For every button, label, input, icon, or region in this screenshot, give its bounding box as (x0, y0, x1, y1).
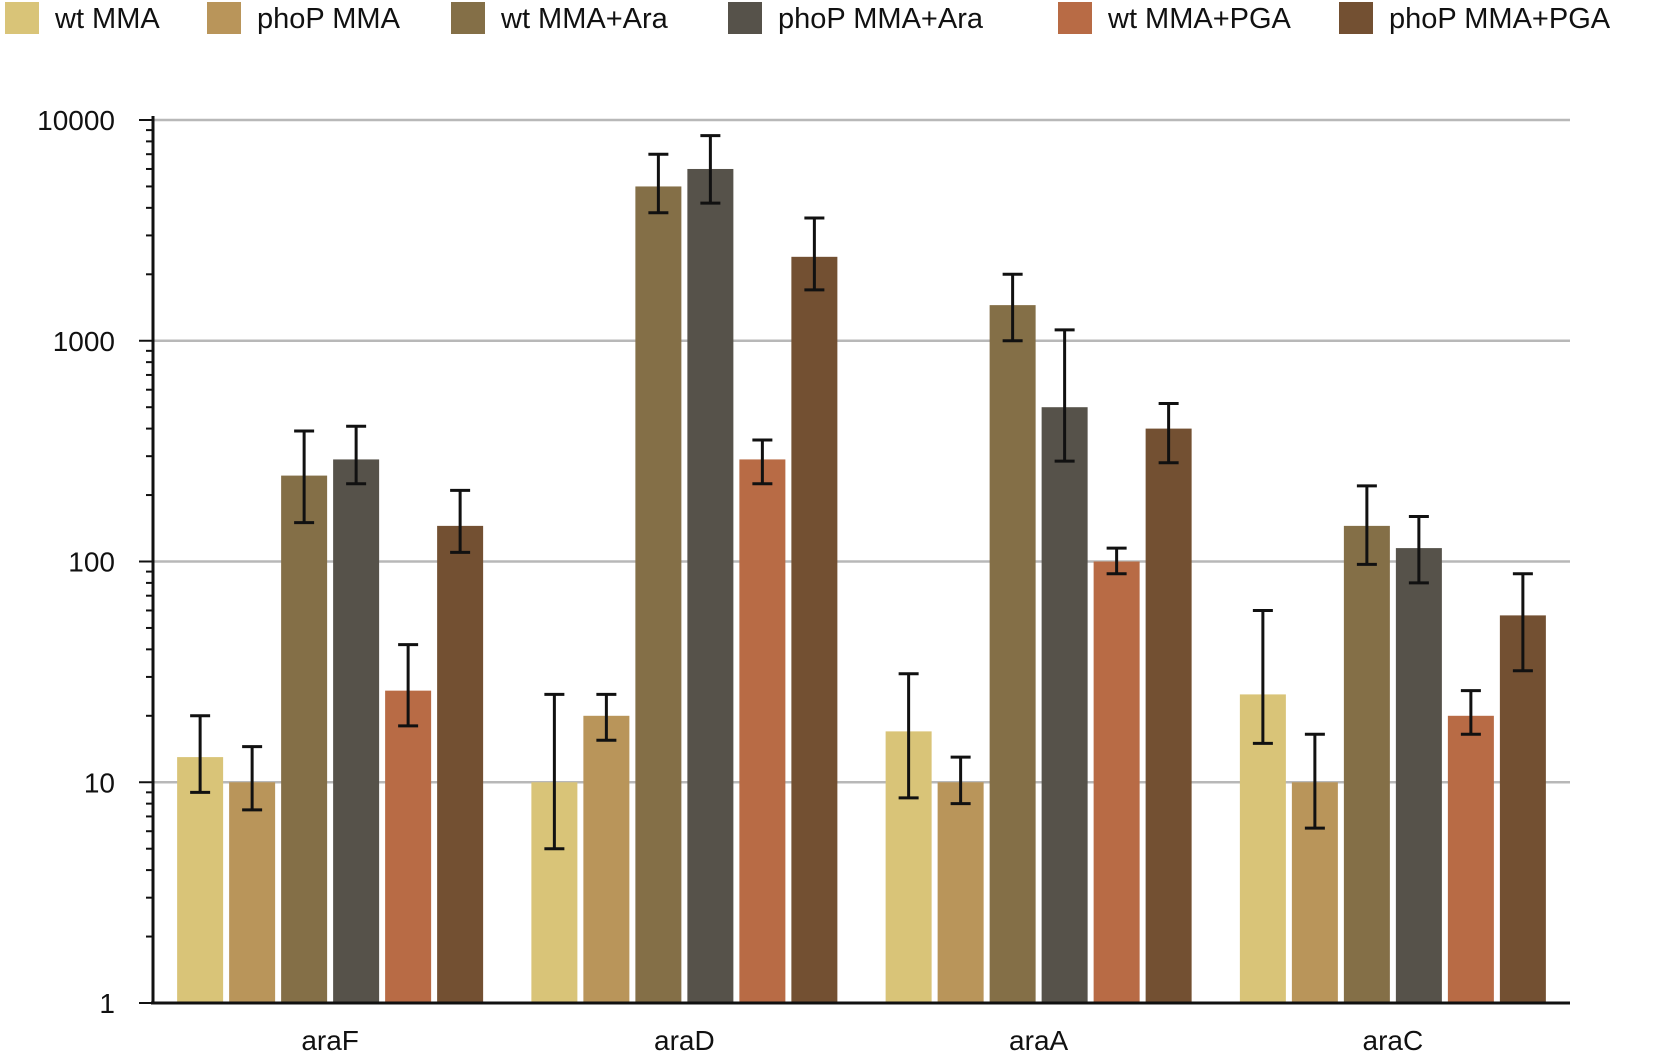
legend-item-wt-mma-ara: wt MMA+Ara (451, 2, 669, 35)
legend: wt MMA phoP MMA wt MMA+Ara phoP MMA+Ara wt M… (5, 2, 1611, 35)
bar-phop-mma-pga-araF (437, 525, 484, 1003)
legend-swatch (1058, 2, 1092, 34)
bar-wt-mma-pga-araF (385, 690, 432, 1003)
legend-swatch (5, 2, 39, 34)
bar-wt-mma-araC (1239, 694, 1286, 1003)
legend-label: phoP MMA (257, 3, 401, 35)
legend-item-wt-mma: wt MMA (5, 2, 160, 35)
category-label-araF: araF (301, 1025, 359, 1056)
bar-phop-mma-ara-araC (1395, 548, 1442, 1003)
bar-wt-mma-pga-araC (1447, 715, 1494, 1003)
axes (139, 116, 1570, 1005)
bar-phop-mma-araA (937, 782, 984, 1003)
bar-wt-mma-ara-araF (281, 475, 328, 1004)
bar-phop-mma-ara-araA (1041, 407, 1088, 1003)
bar-wt-mma-ara-araC (1343, 525, 1390, 1003)
bar-phop-mma-ara-araD (687, 168, 734, 1003)
error-bars (190, 134, 1533, 851)
legend-item-phop-mma-pga: phoP MMA+PGA (1339, 2, 1611, 35)
bar-wt-mma-ara-araA (989, 305, 1036, 1003)
y-tick-label-100: 100 (68, 547, 115, 578)
bar-phop-mma-pga-araC (1499, 615, 1546, 1003)
bar-wt-mma-pga-araD (739, 459, 786, 1003)
bar-wt-mma-pga-araA (1093, 561, 1140, 1003)
y-tick-label-1000: 1000 (53, 326, 115, 357)
category-label-araC: araC (1363, 1025, 1424, 1056)
legend-item-phop-mma-ara: phoP MMA+Ara (728, 2, 984, 35)
bar-wt-mma-araF (177, 757, 224, 1003)
y-tick-label-10: 10 (84, 767, 115, 798)
legend-swatch (207, 2, 241, 34)
bar-phop-mma-pga-araA (1145, 428, 1192, 1004)
bar-wt-mma-ara-araD (635, 186, 682, 1003)
legend-item-phop-mma: phoP MMA (207, 2, 401, 35)
legend-label: phoP MMA+PGA (1389, 3, 1611, 35)
bars (177, 168, 1546, 1004)
legend-item-wt-mma-pga: wt MMA+PGA (1058, 2, 1292, 35)
y-tick-label-10000: 10000 (37, 105, 115, 136)
y-tick-label-1: 1 (99, 988, 115, 1019)
legend-label: wt MMA+Ara (500, 3, 669, 35)
legend-swatch (451, 2, 485, 34)
legend-swatch (728, 2, 762, 34)
legend-label: wt MMA+PGA (1107, 3, 1292, 35)
bar-phop-mma-araF (229, 782, 276, 1003)
legend-swatch (1339, 2, 1373, 34)
category-label-araD: araD (654, 1025, 715, 1056)
legend-label: phoP MMA+Ara (778, 3, 984, 35)
legend-label: wt MMA (54, 3, 160, 35)
category-labels: araF araD araA araC (301, 1025, 1423, 1056)
bar-phop-mma-araD (583, 715, 630, 1003)
bar-phop-mma-ara-araF (333, 459, 380, 1003)
y-tick-labels: 1 10 100 1000 10000 (37, 105, 115, 1019)
category-label-araA: araA (1009, 1025, 1068, 1056)
bar-phop-mma-pga-araD (791, 256, 838, 1003)
